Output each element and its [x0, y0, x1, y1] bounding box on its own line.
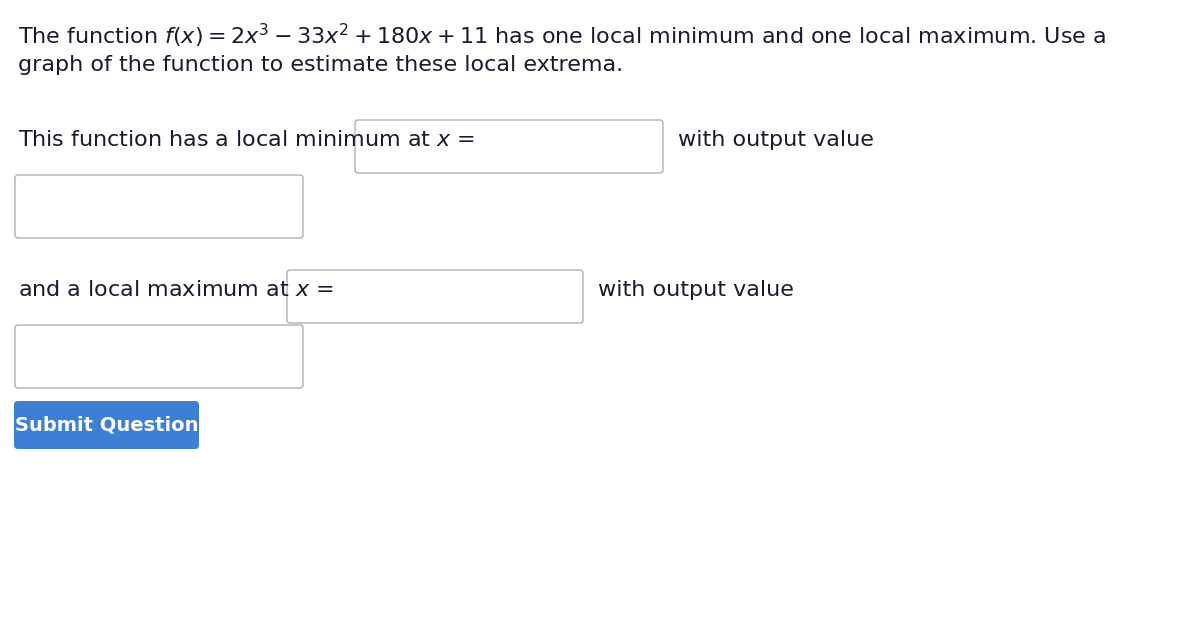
Text: Submit Question: Submit Question	[14, 415, 198, 435]
FancyBboxPatch shape	[287, 270, 583, 323]
Text: graph of the function to estimate these local extrema.: graph of the function to estimate these …	[18, 55, 623, 75]
Text: This function has a local minimum at $x$ =: This function has a local minimum at $x$…	[18, 130, 475, 150]
Text: with output value: with output value	[678, 130, 874, 150]
FancyBboxPatch shape	[14, 175, 302, 238]
Text: with output value: with output value	[598, 280, 794, 300]
FancyBboxPatch shape	[355, 120, 662, 173]
FancyBboxPatch shape	[14, 401, 199, 449]
FancyBboxPatch shape	[14, 325, 302, 388]
Text: and a local maximum at $x$ =: and a local maximum at $x$ =	[18, 280, 334, 300]
Text: The function $f(x) = 2x^3 - 33x^2 + 180x + 11$ has one local minimum and one loc: The function $f(x) = 2x^3 - 33x^2 + 180x…	[18, 22, 1106, 50]
